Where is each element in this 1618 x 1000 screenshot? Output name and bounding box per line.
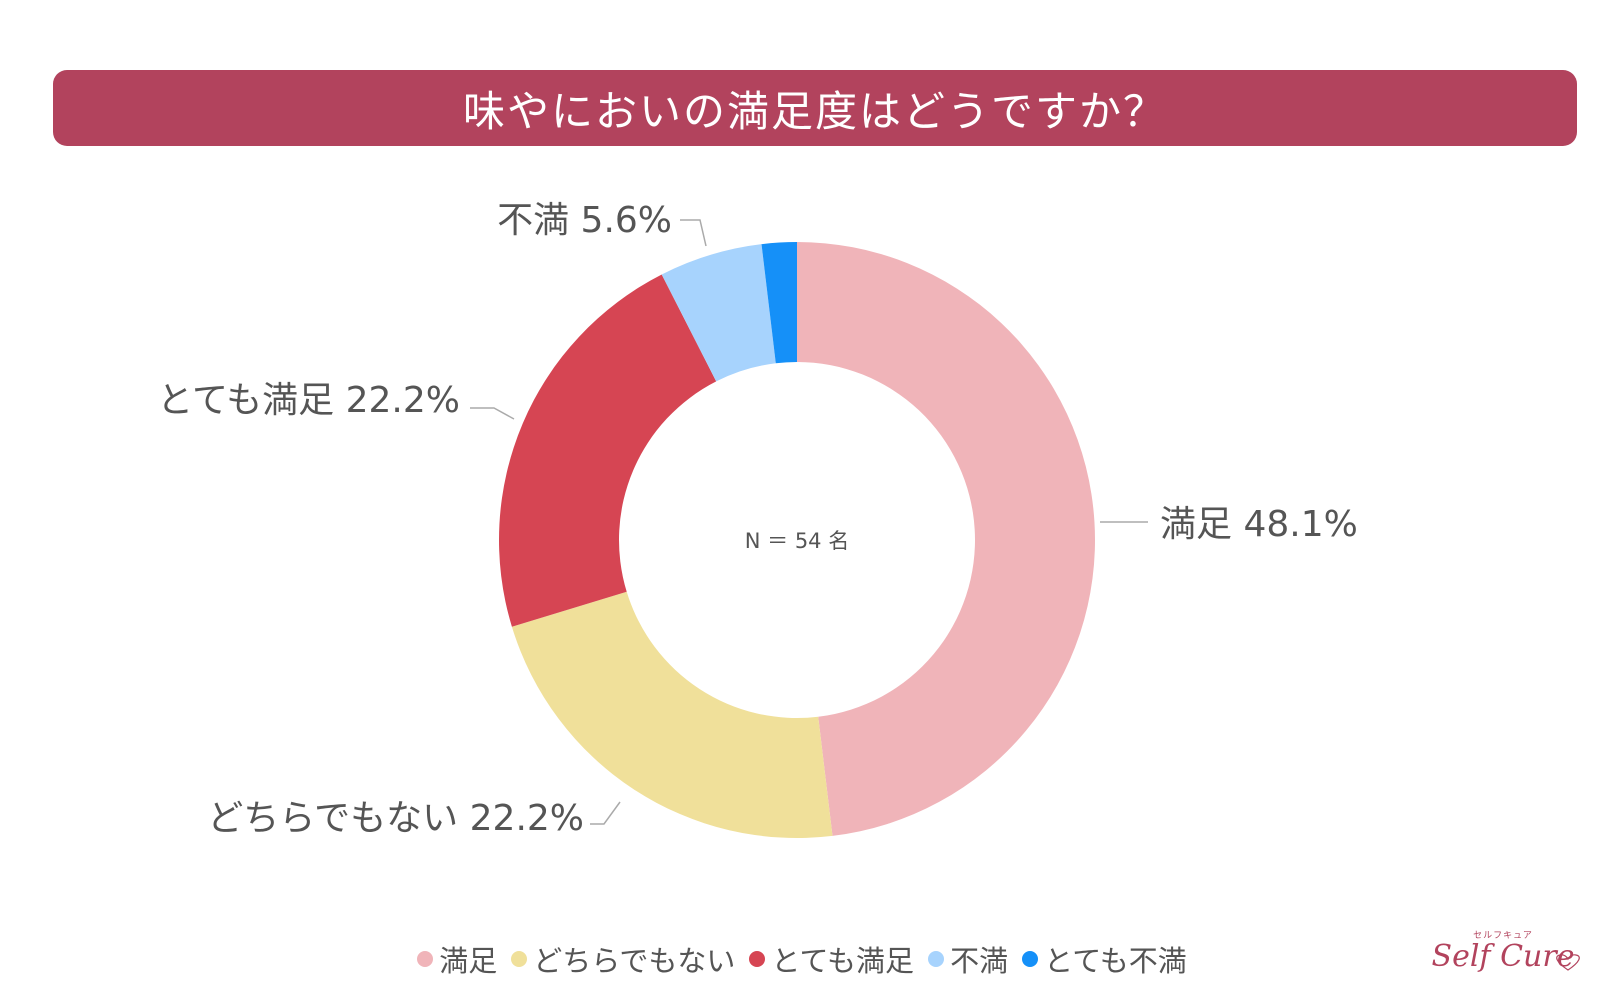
donut-slice-0 — [797, 242, 1095, 836]
legend-item-manzoku: 満足 — [417, 938, 497, 980]
legend-item-totemo-fuman: とても不満 — [1022, 938, 1187, 980]
chart-legend: 満足 どちらでもない とても満足 不満 とても不満 — [0, 938, 1618, 980]
legend-item-dochiratemonai: どちらでもない — [511, 938, 735, 980]
brand-logo-kana: セルフキュア — [1473, 931, 1533, 941]
slice-label-2: とても満足 22.2% — [157, 380, 460, 421]
legend-item-fuman: 不満 — [928, 938, 1008, 980]
donut-slice-1 — [511, 591, 833, 839]
leader-line-2 — [470, 407, 515, 420]
chart-title: 味やにおいの満足度はどうですか？ — [462, 86, 1167, 136]
legend-dot-dochiratemonai — [511, 951, 528, 967]
legend-dot-totemo-fuman — [1022, 951, 1039, 967]
slice-label-1: どちらでもない 22.2% — [207, 798, 584, 839]
slice-label-0: 満足 48.1% — [1160, 504, 1358, 545]
chart-title-bar: 味やにおいの満足度はどうですか？ — [53, 70, 1577, 146]
legend-dot-manzoku — [417, 951, 434, 967]
brand-logo-name: Self Cure — [1431, 939, 1575, 974]
legend-label-totemo-manzoku: とても満足 — [771, 944, 915, 978]
leader-line-3 — [680, 219, 707, 247]
legend-label-fuman: 不満 — [950, 944, 1009, 978]
leader-line-1 — [590, 801, 621, 825]
donut-chart: 満足 48.1% どちらでもない 22.2% とても満足 22.2% 不満 5.6% N… — [157, 200, 1358, 839]
donut-slice-4 — [761, 242, 797, 364]
donut-center-label: N ＝ 54 名 — [745, 529, 849, 553]
legend-label-dochiratemonai: どちらでもない — [533, 944, 736, 978]
donut-slice-3 — [661, 244, 776, 382]
legend-dot-fuman — [928, 951, 945, 967]
heart-icon — [1556, 954, 1580, 971]
brand-logo: セルフキュア Self Cure — [1418, 928, 1588, 992]
legend-item-totemo-manzoku: とても満足 — [749, 938, 914, 980]
legend-dot-totemo-manzoku — [749, 951, 766, 967]
legend-label-totemo-fuman: とても不満 — [1044, 944, 1187, 978]
slice-label-3: 不満 5.6% — [497, 200, 672, 241]
legend-label-manzoku: 満足 — [439, 944, 498, 978]
donut-slice-2 — [499, 274, 717, 627]
